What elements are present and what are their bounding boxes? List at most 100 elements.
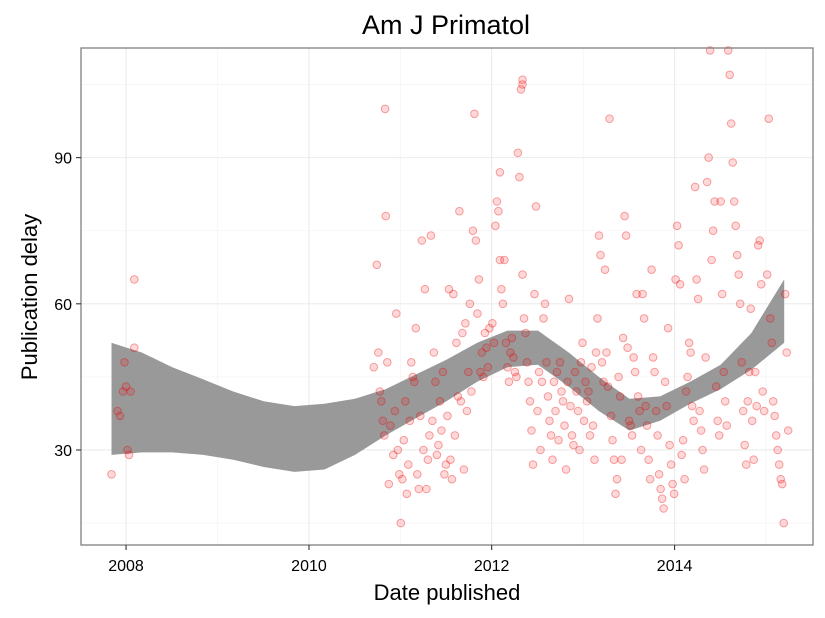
data-point	[386, 421, 395, 430]
data-point	[534, 367, 544, 377]
data-point	[519, 314, 529, 323]
data-point	[735, 299, 745, 309]
data-point	[429, 348, 439, 357]
data-point	[518, 75, 527, 84]
data-point	[762, 270, 772, 279]
data-point	[755, 236, 765, 245]
data-point	[681, 387, 691, 396]
data-point	[675, 280, 685, 289]
data-point	[725, 70, 735, 80]
data-point	[470, 109, 479, 119]
data-point	[130, 275, 139, 284]
data-point	[495, 168, 505, 177]
data-point	[491, 221, 500, 231]
data-point	[419, 445, 428, 455]
data-point	[405, 416, 415, 426]
data-point	[528, 460, 538, 469]
data-point	[467, 387, 476, 396]
data-point	[701, 353, 710, 362]
data-point	[383, 358, 392, 367]
data-point	[569, 440, 578, 450]
data-point	[587, 362, 596, 372]
data-point	[594, 231, 604, 240]
data-point	[506, 348, 515, 357]
data-point	[747, 416, 757, 426]
data-point	[680, 474, 689, 484]
data-point	[527, 426, 536, 435]
data-point	[464, 367, 473, 377]
data-point	[531, 202, 541, 211]
data-point	[557, 387, 566, 396]
points-layer	[107, 46, 793, 528]
data-point	[734, 270, 744, 279]
data-point	[425, 431, 434, 440]
data-point	[650, 367, 659, 377]
data-point	[617, 455, 626, 465]
data-point	[711, 382, 721, 391]
data-point	[549, 377, 559, 387]
data-point	[552, 367, 562, 377]
data-point	[635, 406, 644, 416]
data-point	[683, 372, 692, 382]
data-point	[644, 455, 653, 465]
data-point	[434, 440, 443, 450]
data-point	[780, 289, 790, 299]
data-point	[620, 211, 629, 221]
data-point	[756, 280, 766, 289]
data-point	[482, 343, 491, 353]
data-point	[377, 397, 386, 406]
data-point	[458, 328, 467, 338]
data-point	[540, 299, 550, 309]
data-point	[719, 367, 729, 377]
data-point	[107, 470, 116, 479]
data-point	[413, 470, 422, 479]
data-point	[500, 255, 509, 265]
data-point	[555, 358, 565, 367]
data-point	[567, 431, 577, 440]
data-point	[690, 182, 700, 192]
data-point	[456, 397, 466, 406]
data-point	[503, 362, 512, 372]
data-point	[390, 406, 400, 416]
data-point	[777, 479, 787, 489]
data-point	[416, 411, 425, 421]
data-point	[414, 484, 424, 494]
data-point	[642, 421, 652, 430]
data-point	[765, 314, 775, 323]
data-point	[404, 460, 413, 469]
data-point	[615, 392, 625, 401]
data-point	[678, 435, 688, 445]
data-point	[468, 226, 478, 235]
data-point	[380, 104, 390, 114]
data-point	[473, 309, 482, 318]
data-point	[408, 372, 418, 382]
data-point	[453, 392, 463, 401]
data-point	[395, 470, 404, 479]
data-point	[608, 435, 617, 445]
data-point	[537, 377, 547, 387]
data-point	[516, 85, 526, 94]
data-point	[729, 197, 739, 206]
data-point	[498, 299, 508, 309]
data-point	[483, 362, 493, 372]
data-point	[130, 343, 139, 353]
data-point	[561, 465, 571, 474]
data-point	[638, 289, 647, 299]
data-point	[783, 426, 793, 435]
data-point	[720, 397, 730, 406]
data-point	[752, 401, 762, 411]
data-point	[444, 284, 454, 294]
data-point	[392, 309, 401, 318]
data-point	[771, 431, 781, 440]
data-point	[533, 406, 542, 416]
data-point	[758, 387, 768, 396]
data-point	[440, 470, 449, 479]
data-point	[674, 241, 683, 250]
axis-ticks: 2008 2010 2012 2014 30 60 90	[54, 151, 692, 575]
data-point	[668, 479, 677, 489]
data-point	[113, 406, 122, 416]
data-point	[551, 406, 560, 416]
data-point	[399, 435, 409, 445]
data-point	[693, 294, 703, 304]
